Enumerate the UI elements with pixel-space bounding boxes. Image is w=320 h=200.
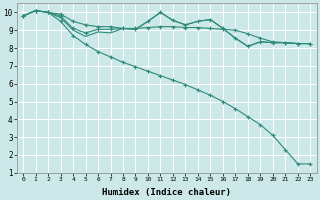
X-axis label: Humidex (Indice chaleur): Humidex (Indice chaleur)	[102, 188, 231, 197]
